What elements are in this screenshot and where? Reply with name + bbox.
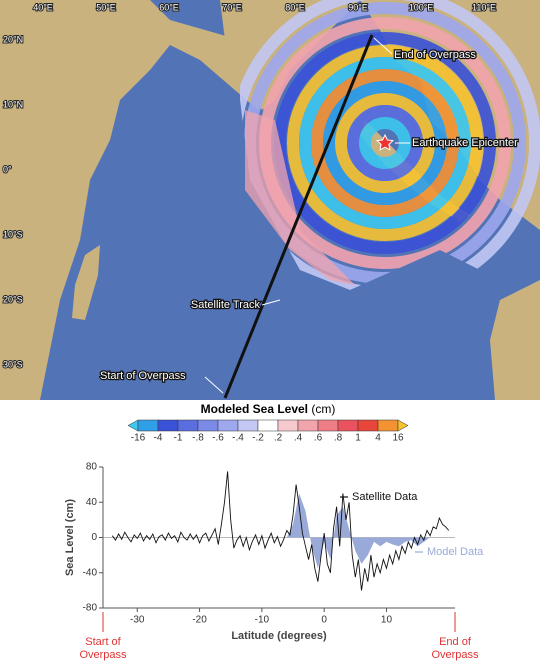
overpass-label: End of (439, 636, 472, 648)
x-tick-label: -30 (130, 615, 145, 626)
colorbar-box (337, 419, 359, 432)
arrow (204, 376, 224, 394)
legend-label: Model Data (427, 546, 484, 558)
colorbar-box (197, 419, 219, 432)
overpass-label: Start of (85, 636, 121, 648)
colorbar-box (297, 419, 319, 432)
colorbar-box (237, 419, 259, 432)
colorbar-box (377, 419, 399, 432)
colorbar-title: Modeled Sea Level (cm) (201, 402, 336, 416)
land-madagascar (72, 245, 100, 320)
lon-label: 100°E (409, 2, 434, 12)
colorbar-box (137, 419, 159, 432)
annotation: End of Overpass (394, 49, 476, 61)
lon-label: 90°E (348, 2, 368, 12)
lat-label: 0° (3, 164, 12, 174)
lon-labels: 40°E 50°E 60°E 70°E 80°E 90°E 100°E 110°E (32, 1, 497, 13)
x-tick-label: 10 (381, 615, 393, 626)
x-tick-label: -20 (192, 615, 207, 626)
y-tick-label: 40 (86, 497, 98, 508)
colorbar-tick-label: -4 (154, 433, 163, 444)
colorbar-unit: (cm) (311, 402, 335, 416)
colorbar-tick-label: .6 (314, 433, 323, 444)
chart: 80 40 0 -40 -80 -30 -20 -10 0 10 Sea Level (cm) Lat… (64, 462, 484, 661)
data-line (111, 471, 450, 591)
wave-west (245, 110, 355, 285)
colorbar: -16 -4 -1 -.8 -.6 -.4 -.2 .2 .4 .6 .8 1 4 16 (127, 419, 409, 444)
map: End of Overpass Earthquake Epicenter Sat… (0, 0, 540, 400)
y-tick-label: -40 (83, 567, 98, 578)
land-australia (490, 280, 540, 400)
colorbar-tick-label: 1 (355, 433, 361, 444)
x-tick-label: -10 (255, 615, 270, 626)
lat-labels: 20°N 10°N 0° 10°S 20°S 30°S (2, 33, 24, 370)
colorbar-tick-label: 16 (392, 433, 404, 444)
annotation: Earthquake Epicenter (412, 137, 518, 149)
arrow (373, 37, 393, 55)
colorbar-box (217, 419, 239, 432)
colorbar-title-main: Modeled Sea Level (201, 402, 308, 416)
x-tick-label: 0 (321, 615, 327, 626)
colorbar-tick-label: -.8 (192, 433, 204, 444)
y-tick-label: 0 (91, 532, 97, 543)
colorbar-tick-label: -16 (131, 433, 146, 444)
colorbar-box (317, 419, 339, 432)
model-area (286, 493, 431, 569)
y-tick-label: 80 (86, 462, 98, 473)
colorbar-tick-label: .8 (334, 433, 343, 444)
x-axis-label: Latitude (degrees) (231, 630, 327, 642)
lat-label: 20°S (3, 294, 23, 304)
colorbar-tick-label: .2 (274, 433, 283, 444)
overpass-label: Overpass (79, 649, 127, 661)
colorbar-cap (127, 419, 139, 432)
colorbar-box (257, 419, 279, 432)
colorbar-tick-label: -.4 (232, 433, 244, 444)
colorbar-cap (397, 419, 409, 432)
annotation: Start of Overpass (100, 370, 186, 382)
land-africa (0, 0, 265, 400)
colorbar-box (157, 419, 179, 432)
lat-label: 10°N (3, 99, 23, 109)
colorbar-tick-label: -.6 (212, 433, 224, 444)
lon-label: 60°E (159, 2, 179, 12)
lat-label: 30°S (3, 359, 23, 369)
annotation: Satellite Track (191, 299, 261, 311)
lat-label: 10°S (3, 229, 23, 239)
epicenter-star (375, 133, 395, 151)
arrow (261, 299, 281, 306)
colorbar-box (277, 419, 299, 432)
lat-label: 20°N (3, 34, 23, 44)
y-tick-label: -80 (83, 603, 98, 614)
colorbar-tick-label: -1 (174, 433, 183, 444)
satellite-track (223, 34, 374, 399)
lon-label: 70°E (222, 2, 242, 12)
legend-label: Satellite Data (352, 491, 418, 503)
lon-label: 40°E (33, 2, 53, 12)
colorbar-tick-label: 4 (375, 433, 381, 444)
colorbar-tick-label: .4 (294, 433, 303, 444)
lon-label: 50°E (96, 2, 116, 12)
colorbar-tick-label: -.2 (252, 433, 264, 444)
y-axis-label: Sea Level (cm) (64, 499, 76, 576)
lon-label: 110°E (472, 2, 496, 12)
lon-label: 80°E (285, 2, 305, 12)
colorbar-box (177, 419, 199, 432)
overpass-label: Overpass (431, 649, 479, 661)
colorbar-box (357, 419, 379, 432)
